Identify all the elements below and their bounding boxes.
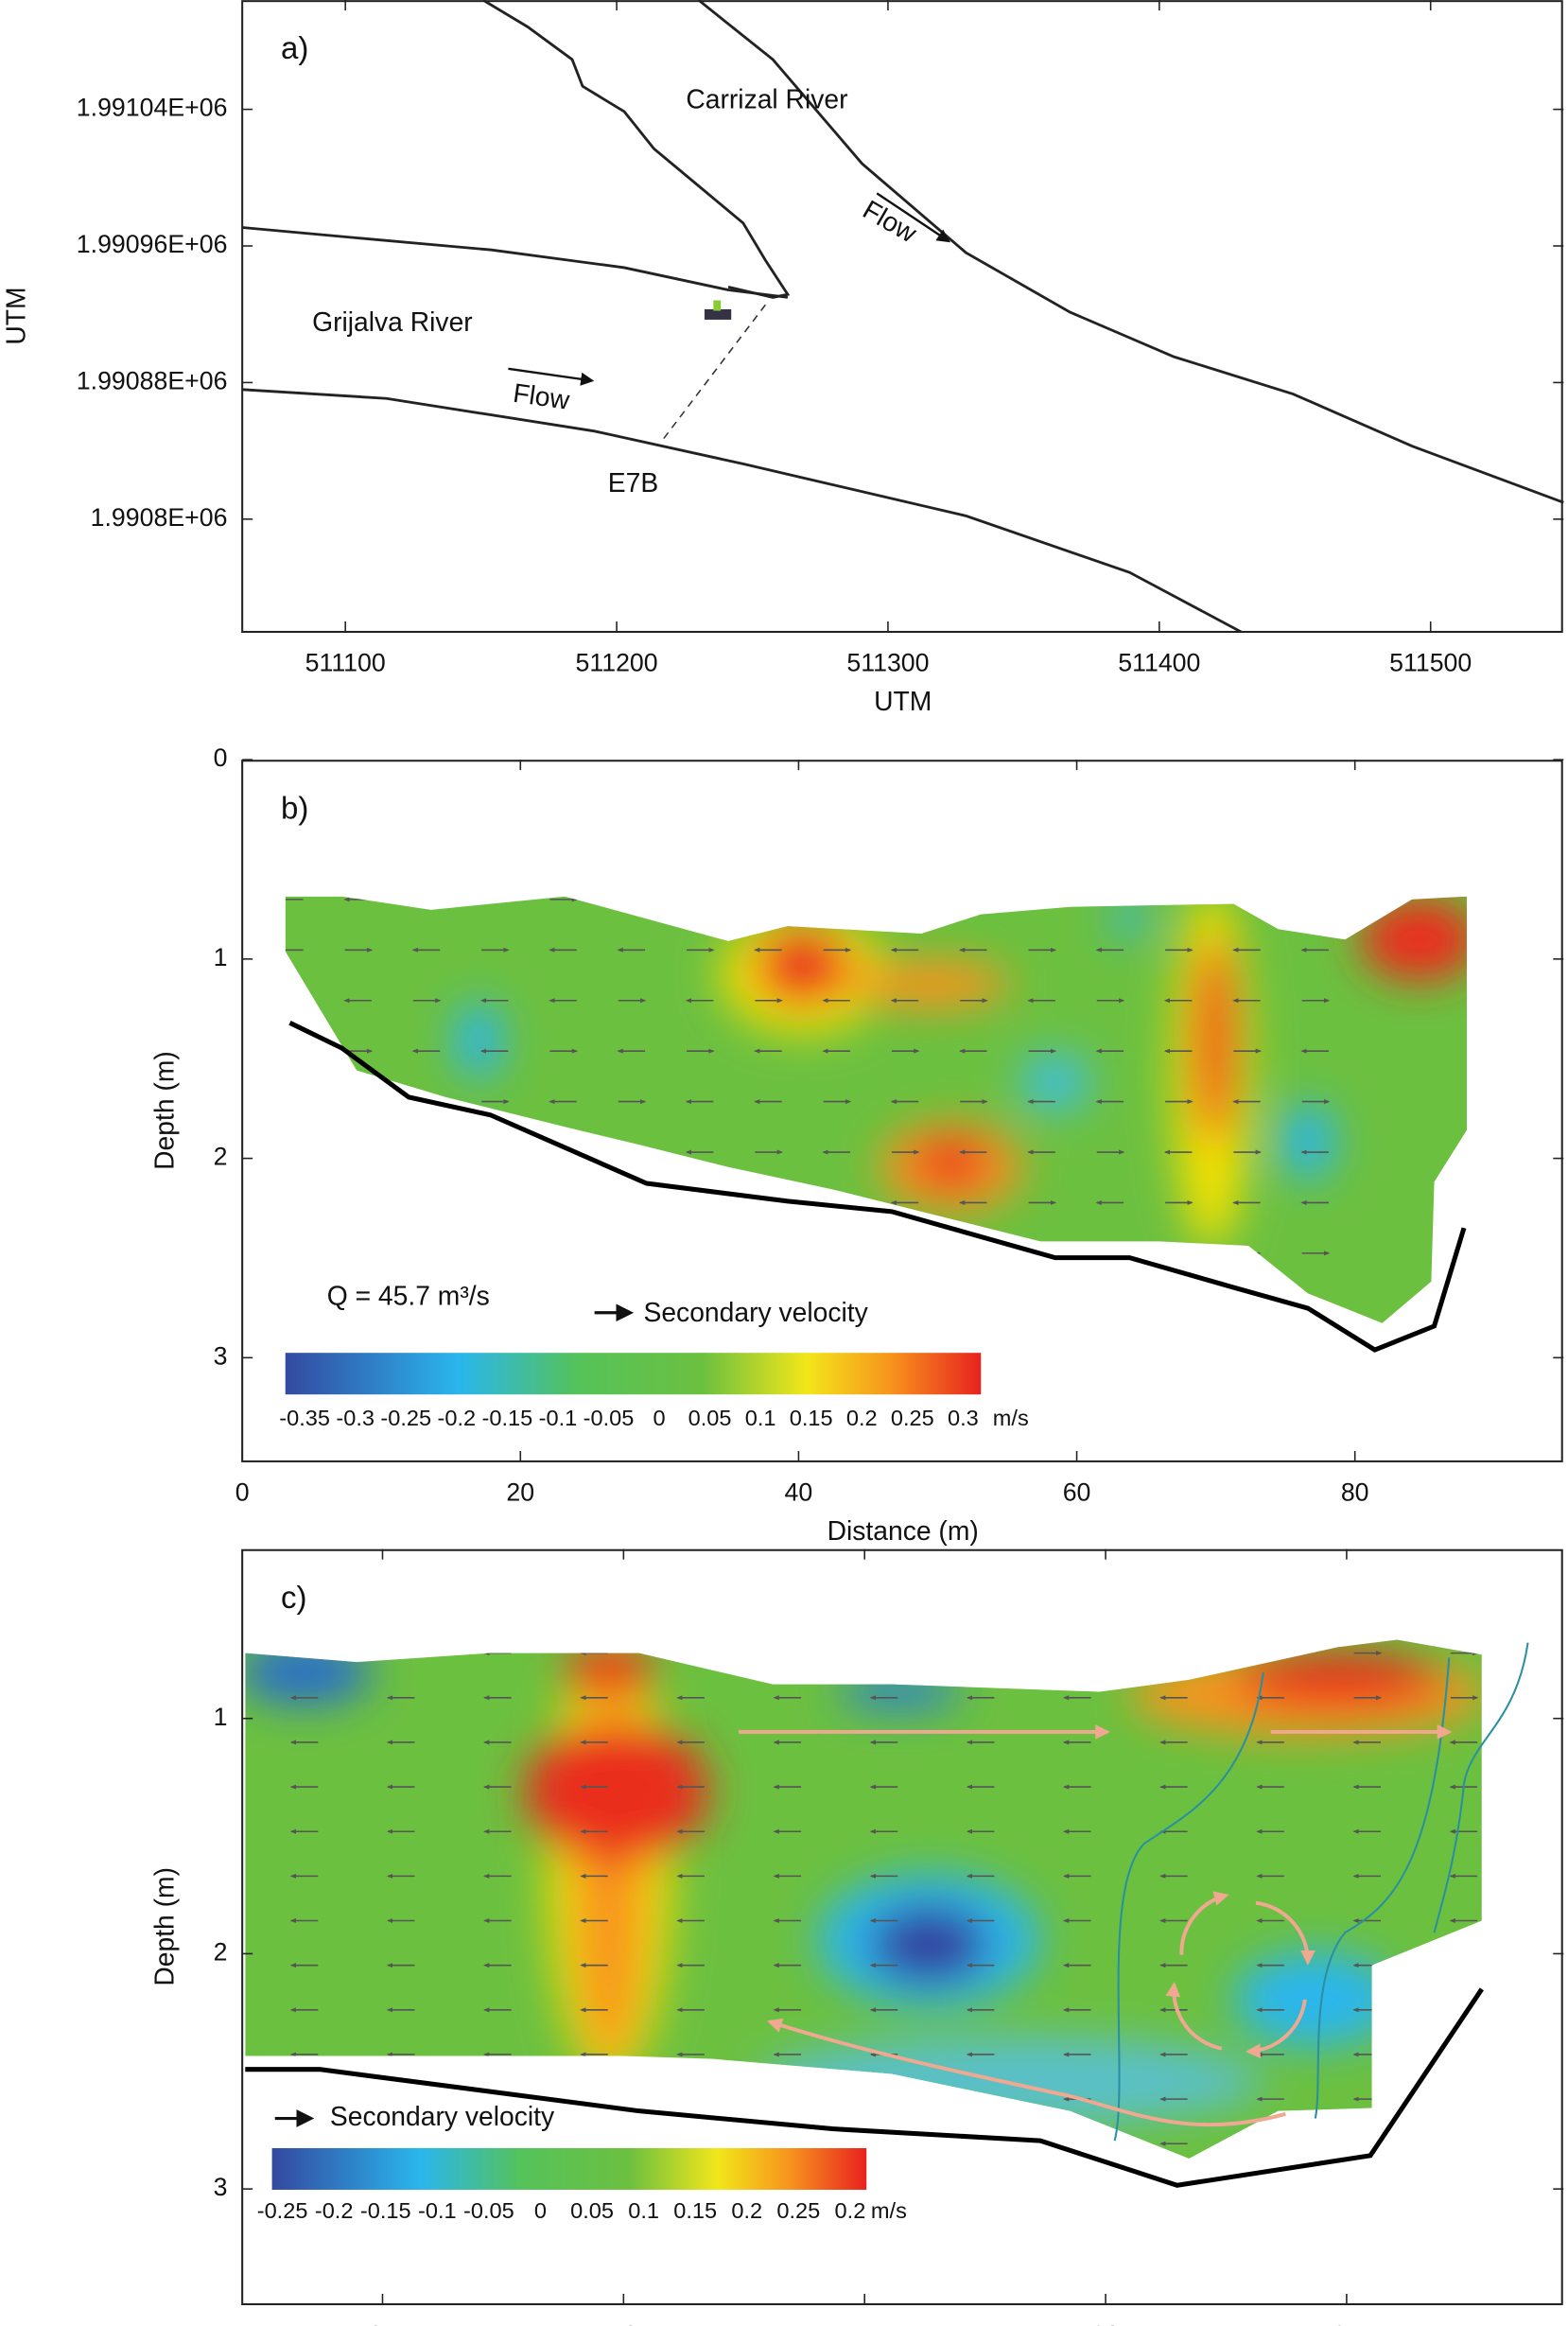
colorbar-tick-label: -0.2 xyxy=(438,1406,477,1430)
y-axis-label: Depth (m) xyxy=(148,1867,179,1986)
colorbar-unit: m/s xyxy=(993,1406,1029,1430)
x-tick-label: 80 xyxy=(1091,2321,1120,2326)
colorbar-tick-label: 0.25 xyxy=(776,2198,820,2223)
panel-label: a) xyxy=(281,30,308,65)
plot-frame xyxy=(241,0,1563,634)
colorbar-tick-label: -0.15 xyxy=(482,1406,533,1430)
x-tick-label: 65 xyxy=(369,2321,397,2326)
x-tick-label: 0 xyxy=(235,1478,250,1507)
annotation: Flow xyxy=(512,377,572,415)
transect xyxy=(660,304,766,443)
x-tick-label: 85 xyxy=(1333,2321,1361,2326)
colorbar-tick-label: 0.05 xyxy=(570,2198,614,2223)
annotation: Carrizal River xyxy=(686,83,847,114)
x-tick-label: 511500 xyxy=(1389,649,1472,677)
vector-field xyxy=(285,897,1331,1306)
river-bank xyxy=(242,226,789,299)
plot-frame xyxy=(241,760,1563,1462)
annotation: E7B xyxy=(608,467,658,498)
y-tick-label: 2 xyxy=(214,1143,228,1171)
velocity-field xyxy=(245,1639,1482,2159)
x-tick-label: 80 xyxy=(1341,1478,1369,1507)
riverbed xyxy=(288,1021,1467,1353)
annotation: Q = 45.7 m³/s xyxy=(327,1281,490,1311)
streamlines xyxy=(1113,1642,1529,2142)
colorbar-unit: m/s xyxy=(871,2198,907,2223)
panel-label: b) xyxy=(281,790,308,825)
colorbar-tick-label: 0.15 xyxy=(673,2198,717,2223)
x-tick-label: 70 xyxy=(609,2321,637,2326)
circulation-arrows xyxy=(739,1724,1453,2127)
legend-label: Secondary velocity xyxy=(643,1297,868,1327)
river-bank xyxy=(697,0,1564,504)
instrument-icon xyxy=(704,300,732,320)
y-tick-label: 3 xyxy=(214,2173,228,2201)
x-tick-label: 40 xyxy=(785,1478,813,1507)
colorbar-tick-label: 0.25 xyxy=(891,1406,934,1430)
river-bank xyxy=(242,388,1242,634)
y-axis-label: Depth (m) xyxy=(148,1051,179,1170)
flow-arrow xyxy=(508,367,595,386)
y-axis-label: UTM xyxy=(0,287,30,344)
flow-arrow xyxy=(876,192,951,243)
y-tick-label: 1 xyxy=(214,943,228,971)
colorbar-tick-label: 0 xyxy=(653,1406,665,1430)
x-tick-label: 20 xyxy=(506,1478,534,1507)
colorbar-tick-label: 0.3 xyxy=(948,1406,979,1430)
y-tick-label: 2 xyxy=(214,1937,228,1966)
y-tick-label: 1.99104E+06 xyxy=(77,94,228,122)
annotation: Grijalva River xyxy=(312,306,473,337)
colorbar xyxy=(271,2147,867,2190)
colorbar-tick-label: -0.2 xyxy=(315,2198,354,2223)
colorbar xyxy=(285,1353,982,1395)
river-bank xyxy=(482,0,791,299)
colorbar-tick-label: -0.15 xyxy=(360,2198,411,2223)
x-tick-label: 75 xyxy=(850,2321,879,2326)
colorbar-tick-label: -0.05 xyxy=(584,1406,635,1430)
y-tick-label: 3 xyxy=(214,1341,228,1370)
colorbar-tick-label: -0.05 xyxy=(463,2198,514,2223)
panel-label: c) xyxy=(281,1580,307,1615)
velocity-field xyxy=(285,896,1468,1323)
x-tick-label: 511100 xyxy=(305,649,386,677)
x-tick-label: 511300 xyxy=(846,649,929,677)
colorbar-tick-label: 0.15 xyxy=(790,1406,833,1430)
plot-frame xyxy=(241,1548,1563,2306)
y-tick-label: 0 xyxy=(214,743,228,772)
colorbar-tick-label: 0 xyxy=(534,2198,547,2223)
colorbar-tick-label: -0.3 xyxy=(336,1406,375,1430)
colorbar-tick-label: -0.1 xyxy=(418,2198,457,2223)
colorbar-tick-label: 0.1 xyxy=(628,2198,659,2223)
y-tick-label: 1.99088E+06 xyxy=(77,366,228,394)
colorbar-tick-label: 0.2 xyxy=(731,2198,762,2223)
riverbed xyxy=(245,1987,1484,2188)
x-tick-label: 511200 xyxy=(576,649,658,677)
x-tick-label: 511400 xyxy=(1118,649,1200,677)
colorbar-tick-label: 0.05 xyxy=(688,1406,732,1430)
y-tick-label: 1 xyxy=(214,1703,228,1731)
colorbar-tick-label: 0.2 xyxy=(835,2198,866,2223)
map-content xyxy=(242,0,1564,634)
colorbar-tick-label: -0.25 xyxy=(380,1406,431,1430)
x-axis-label: UTM xyxy=(874,686,932,716)
y-tick-label: 1.99096E+06 xyxy=(77,230,228,258)
x-tick-label: 60 xyxy=(1063,1478,1091,1507)
colorbar-tick-label: -0.35 xyxy=(279,1406,330,1430)
y-tick-label: 1.9908E+06 xyxy=(91,503,228,532)
colorbar-tick-label: -0.1 xyxy=(539,1406,578,1430)
x-axis-label: Distance (m) xyxy=(828,1515,979,1546)
legend-label: Secondary velocity xyxy=(330,2101,555,2131)
colorbar-tick-label: 0.1 xyxy=(745,1406,776,1430)
colorbar-tick-label: -0.25 xyxy=(257,2198,308,2223)
colorbar-tick-label: 0.2 xyxy=(846,1406,878,1430)
